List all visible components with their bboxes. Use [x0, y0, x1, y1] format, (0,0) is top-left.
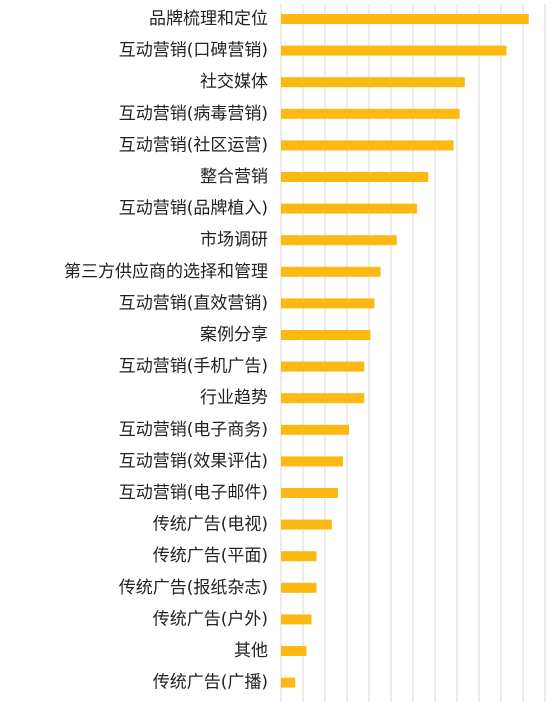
- bar: [281, 677, 296, 688]
- category-label: 互动营销(品牌植入): [119, 199, 268, 219]
- bar: [281, 582, 317, 593]
- category-label: 传统广告(电视): [153, 515, 268, 535]
- bar: [281, 614, 312, 625]
- bar: [281, 330, 371, 340]
- bar: [281, 45, 507, 56]
- grid-lines: [280, 4, 546, 702]
- bar: [281, 519, 332, 530]
- category-label: 社交媒体: [200, 72, 268, 92]
- category-label: 互动营销(电子邮件): [119, 483, 268, 503]
- bar: [281, 488, 338, 498]
- category-label: 互动营销(电子商务): [119, 420, 268, 440]
- bar-series: [281, 14, 529, 688]
- category-label: 互动营销(直效营销): [119, 293, 268, 313]
- bar: [281, 14, 529, 24]
- bar: [281, 424, 350, 435]
- bar: [281, 172, 429, 182]
- bar: [281, 551, 317, 562]
- bar: [281, 646, 307, 656]
- category-label: 传统广告(平面): [153, 546, 268, 566]
- bar: [281, 298, 375, 309]
- category-label: 行业趋势: [200, 388, 268, 408]
- bar: [281, 108, 460, 119]
- bar: [281, 266, 381, 277]
- category-label: 其他: [234, 641, 268, 661]
- bar: [281, 361, 365, 372]
- bar: [281, 235, 397, 246]
- category-label: 互动营销(病毒营销): [119, 104, 268, 124]
- category-label: 品牌梳理和定位: [149, 9, 268, 29]
- category-label: 互动营销(口碑营销): [119, 41, 268, 61]
- category-label: 案例分享: [200, 325, 268, 345]
- category-label: 传统广告(报纸杂志): [119, 578, 268, 598]
- category-label: 互动营销(社区运营): [119, 135, 268, 155]
- category-label: 互动营销(手机广告): [119, 357, 268, 377]
- category-label: 传统广告(广播): [153, 673, 268, 693]
- bar: [281, 203, 418, 214]
- category-label: 市场调研: [200, 230, 268, 250]
- category-label: 传统广告(户外): [153, 609, 268, 629]
- category-label: 互动营销(效果评估): [119, 451, 268, 471]
- bar: [281, 393, 365, 404]
- bar: [281, 456, 343, 467]
- bar: [281, 140, 454, 151]
- bar: [281, 77, 465, 88]
- category-label: 整合营销: [200, 167, 268, 187]
- category-label: 第三方供应商的选择和管理: [64, 262, 268, 282]
